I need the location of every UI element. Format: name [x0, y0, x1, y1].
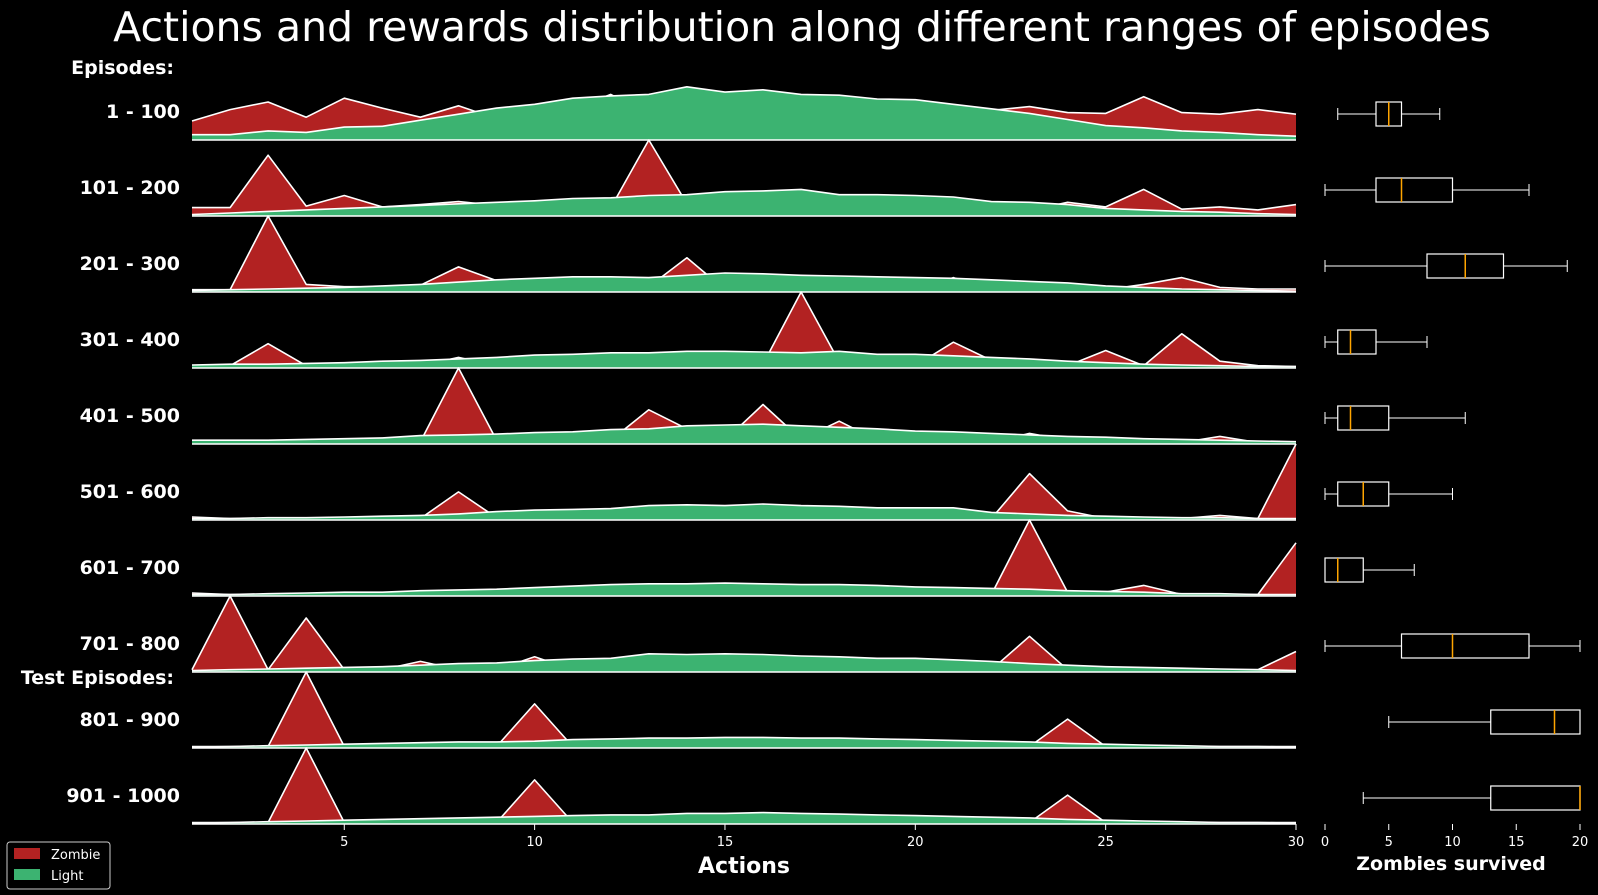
light-series-area	[192, 737, 1296, 748]
box-item	[1362, 785, 1581, 811]
box-iqr	[1324, 557, 1364, 583]
box-item	[1388, 709, 1581, 735]
box-item	[1324, 329, 1428, 355]
light-series-line	[192, 86, 1297, 137]
legend: Zombie Light	[6, 841, 111, 890]
x-tick-label: 5	[340, 835, 348, 850]
light-series-area	[192, 189, 1296, 216]
box-x-tick-label: 0	[1321, 835, 1329, 850]
box-item	[1324, 253, 1568, 279]
ridge-row: 501 - 600	[80, 443, 1297, 521]
ridge-row-label: 701 - 800	[80, 633, 180, 655]
box-item	[1324, 557, 1415, 583]
legend-label-zombie: Zombie	[51, 848, 100, 863]
light-series-line	[192, 503, 1296, 520]
legend-swatch-zombie	[14, 848, 40, 859]
light-series-area	[192, 504, 1296, 520]
light-series-area	[192, 273, 1296, 292]
ridge-row-label: 901 - 1000	[66, 785, 180, 807]
light-series-area	[192, 424, 1296, 444]
box-x-tick-label: 20	[1572, 835, 1589, 850]
box-iqr	[1490, 785, 1581, 811]
x-tick-label: 20	[907, 835, 924, 850]
section-label-test-episodes: Test Episodes:	[21, 667, 174, 689]
legend-swatch-light	[14, 869, 40, 880]
box-plot	[1324, 101, 1581, 811]
x-tick-label: 15	[717, 835, 734, 850]
zombie-series-area	[192, 216, 1296, 292]
box-item	[1337, 101, 1441, 127]
x-axis-label-actions: Actions	[698, 854, 790, 879]
x-axes: 5 10 15 20 25 30 0 5 10 15 20	[340, 824, 1588, 850]
light-series-area	[192, 653, 1296, 672]
light-series-line	[191, 188, 1297, 216]
light-series-line	[192, 423, 1297, 443]
ridge-row: 701 - 800	[80, 595, 1297, 673]
zombie-series-area	[192, 596, 1296, 672]
ridge-row: 301 - 400	[80, 291, 1297, 369]
box-x-tick-label: 10	[1444, 835, 1461, 850]
box-item	[1324, 177, 1530, 203]
ridge-row: 101 - 200	[80, 139, 1297, 217]
ridge-row: 901 - 1000	[66, 747, 1297, 825]
ridge-plot: 1 - 100 101 - 200 201 - 300 301 - 400 401 - …	[66, 86, 1297, 825]
ridge-row-label: 801 - 900	[80, 709, 180, 731]
light-series-line	[191, 652, 1297, 672]
box-item	[1324, 481, 1453, 507]
box-iqr	[1375, 177, 1454, 203]
x-tick-label: 25	[1097, 835, 1114, 850]
zombie-series-area	[192, 672, 1296, 748]
light-series-line	[191, 350, 1296, 368]
zombie-series-line	[192, 671, 1296, 748]
box-iqr	[1337, 329, 1377, 355]
ridge-row: 201 - 300	[80, 215, 1297, 293]
box-iqr	[1400, 633, 1530, 659]
light-series-area	[192, 351, 1296, 368]
ridge-row: 601 - 700	[80, 519, 1297, 597]
chart-title: Actions and rewards distribution along d…	[113, 3, 1491, 51]
x-axis-label-zombies-survived: Zombies survived	[1356, 853, 1546, 875]
light-series-line	[191, 811, 1297, 824]
box-item	[1324, 405, 1466, 431]
ridge-row-label: 1 - 100	[106, 101, 180, 123]
ridge-row-label: 601 - 700	[80, 557, 180, 579]
light-series-line	[191, 736, 1297, 748]
ridge-row: 801 - 900	[80, 671, 1297, 749]
box-iqr	[1490, 709, 1581, 735]
ridge-row-label: 401 - 500	[80, 405, 180, 427]
light-series-line	[191, 272, 1297, 292]
ridge-row: 1 - 100	[106, 86, 1297, 141]
ridge-row-label: 101 - 200	[80, 177, 180, 199]
ridge-row: 401 - 500	[80, 367, 1297, 445]
box-x-tick-label: 5	[1385, 835, 1393, 850]
x-tick-label: 30	[1288, 835, 1305, 850]
zombie-series-area	[192, 444, 1296, 520]
x-tick-label: 10	[526, 835, 543, 850]
box-x-tick-label: 15	[1508, 835, 1525, 850]
light-series-area	[192, 812, 1296, 824]
zombie-series-line	[192, 747, 1296, 824]
ridge-row-label: 201 - 300	[80, 253, 180, 275]
light-series-area	[192, 86, 1296, 140]
section-label-episodes: Episodes:	[71, 57, 174, 79]
zombie-series-area	[192, 292, 1296, 368]
zombie-series-area	[192, 140, 1296, 216]
light-series-line	[192, 582, 1296, 596]
box-item	[1324, 633, 1581, 659]
ridge-row-label: 301 - 400	[80, 329, 180, 351]
light-series-area	[192, 583, 1296, 596]
legend-label-light: Light	[51, 869, 83, 884]
box-iqr	[1337, 405, 1390, 431]
ridge-row-label: 501 - 600	[80, 481, 180, 503]
